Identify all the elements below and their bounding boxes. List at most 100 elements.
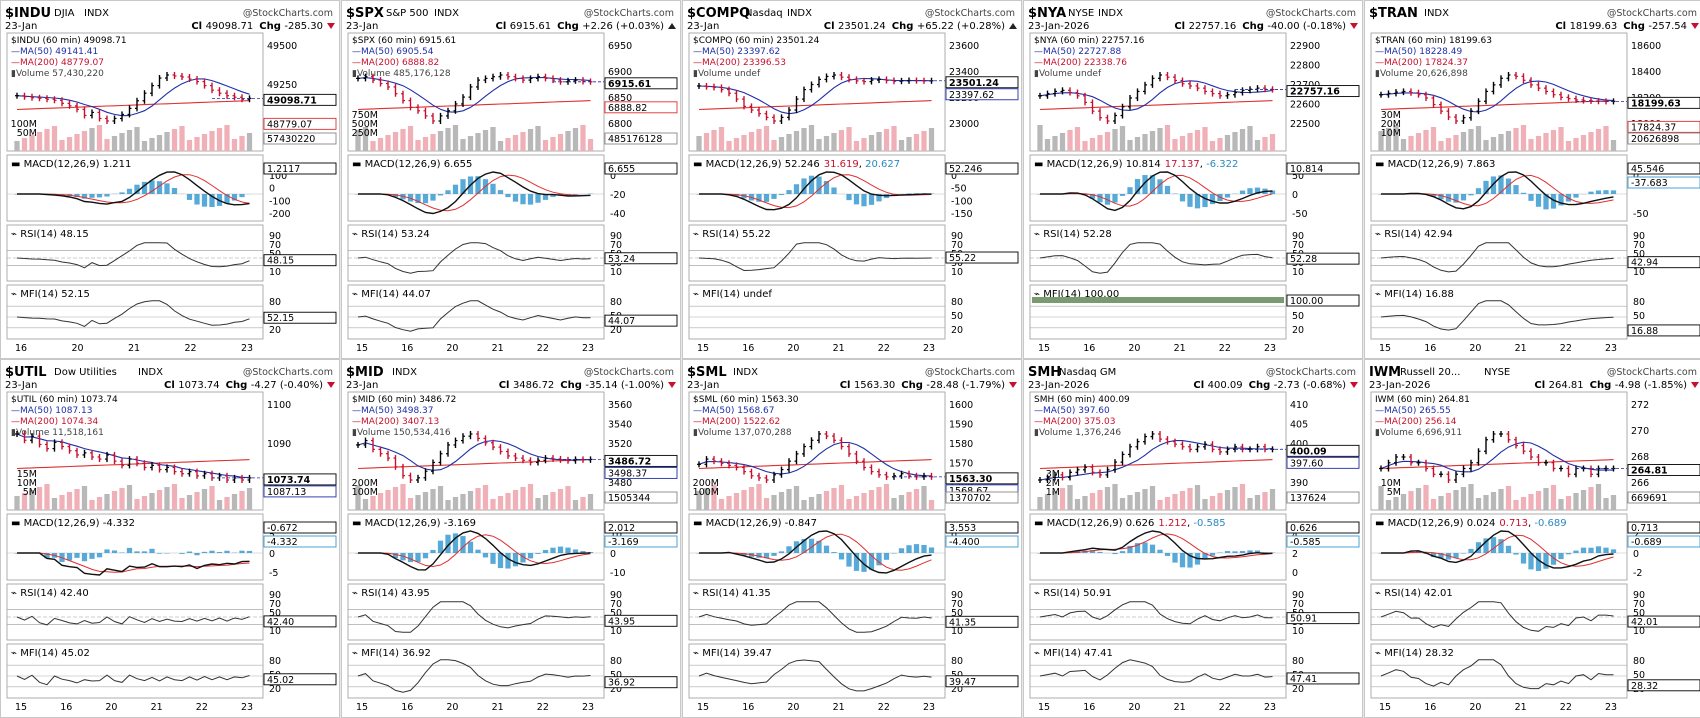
chart-panel-indu[interactable]: $INDU DJIA INDX @StockCharts.com 23-Jan Cl 49…	[0, 0, 340, 359]
volume-bar	[542, 495, 549, 510]
macd-tag: 2.012	[604, 521, 678, 534]
macd-tag: 52.246	[945, 162, 1019, 175]
chart-panel-smh[interactable]: SMH Nasdaq GM @StockCharts.com 23-Jan-2026 C…	[1023, 359, 1363, 718]
price-tick-label: 22900	[1290, 41, 1320, 52]
volume-bar	[126, 485, 133, 510]
macd-tick-label: 5	[269, 530, 275, 541]
rsi-label: ⌁ RSI(14) 42.94	[1375, 229, 1453, 240]
volume-bar	[1209, 496, 1216, 510]
macd-histogram-bar	[778, 194, 785, 196]
volume-bar	[36, 487, 43, 510]
rsi-tick-label: 70	[1633, 599, 1645, 610]
volume-bar	[89, 500, 95, 510]
chart-panel-sml[interactable]: $SML INDX @StockCharts.com 23-Jan Cl 1563.30…	[682, 359, 1022, 718]
volume-bar	[1528, 139, 1534, 151]
macd-line	[1381, 530, 1614, 569]
volume-bar	[1468, 484, 1474, 510]
volume-bar	[696, 136, 702, 151]
price-tick-label: 1090	[267, 439, 291, 450]
macd-tick-label: 100	[269, 171, 287, 182]
macd-histogram-bar	[490, 183, 496, 194]
macd-tick-label: 0	[610, 171, 616, 182]
volume-tick-label: 250M	[352, 128, 378, 139]
rsi-line	[16, 615, 250, 626]
chart-panel-spx[interactable]: $SPX S&P 500 INDX @StockCharts.com 23-Jan Cl …	[341, 0, 681, 359]
volume-bar	[771, 495, 777, 510]
volume-bar	[1037, 125, 1043, 151]
rsi-tick-label: 50	[1633, 608, 1645, 619]
volume-tick-label: 3M	[1046, 469, 1060, 480]
svg-text:-0.672: -0.672	[267, 523, 298, 534]
chart-panel-nya[interactable]: $NYA NYSE INDX @StockCharts.com 23-Jan-2026 C…	[1023, 0, 1363, 359]
macd-tick-label: 0	[1292, 568, 1298, 579]
volume-tick-label: 50M	[17, 128, 37, 139]
volume-bar	[1269, 134, 1276, 151]
volume-bar	[1187, 488, 1193, 510]
stockcharts-watermark: @StockCharts.com	[925, 8, 1015, 19]
date-label: 23-Jan	[5, 21, 37, 32]
macd-histogram-bar	[1513, 553, 1519, 555]
macd-signal-line	[1040, 533, 1273, 559]
exchange-label: INDX	[1424, 8, 1449, 19]
x-tick-label: 21	[1515, 343, 1527, 354]
volume-bar	[1475, 126, 1482, 151]
macd-frame	[347, 513, 605, 581]
volume-bar	[44, 129, 50, 151]
macd-tick-label: -5	[269, 568, 278, 579]
volume-bar	[490, 127, 496, 151]
macd-tick-label: 0	[610, 549, 616, 560]
change-value: -4.98 (-1.85%)	[1615, 380, 1687, 391]
volume-bar	[1430, 127, 1437, 151]
chart-panel-iwm[interactable]: IWM Russell 20... NYSE @StockCharts.com 23-J…	[1364, 359, 1700, 718]
chart-panel-tran[interactable]: $TRAN INDX @StockCharts.com Cl 18199.63 Chg …	[1364, 0, 1700, 359]
volume-bar	[1172, 139, 1178, 151]
svg-text:48.15: 48.15	[267, 256, 294, 267]
macd-histogram-bar	[141, 551, 148, 553]
volume-bar	[1179, 491, 1186, 510]
price-tick-label: 400	[1290, 439, 1308, 450]
volume-bar	[246, 488, 253, 510]
macd-tick-label: 0	[951, 530, 957, 541]
chart-panel-util[interactable]: $UTIL Dow Utilities INDX @StockCharts.com 23…	[0, 359, 340, 718]
macd-histogram-bar	[542, 549, 549, 553]
chart-label: $MID (60 min) 3486.72	[352, 395, 456, 405]
volume-bar	[542, 140, 549, 151]
macd-histogram-bar	[1490, 537, 1497, 553]
volume-bar	[1520, 125, 1527, 151]
chart-panel-mid[interactable]: $MID INDX @StockCharts.com 23-Jan Cl 3486.72…	[341, 359, 681, 718]
price-tick-label: 1580	[949, 439, 973, 450]
svg-text:55.22: 55.22	[949, 253, 976, 264]
macd-histogram-bar	[96, 194, 103, 198]
volume-bar	[1438, 141, 1444, 151]
x-tick-label: 16	[60, 702, 72, 713]
date-label: 23-Jan	[5, 380, 37, 391]
triangle-down-icon	[327, 23, 335, 29]
ma50-line	[16, 433, 250, 479]
x-tick-label: 20	[1128, 343, 1140, 354]
macd-histogram-bar	[1603, 547, 1609, 553]
macd-histogram-bar	[104, 549, 110, 553]
volume-bar	[216, 128, 223, 151]
macd-histogram-bar	[194, 194, 200, 205]
mfi-label: ⌁ MFI(14) 45.02	[11, 648, 90, 659]
rsi-frame	[1370, 224, 1628, 282]
volume-bar	[1142, 134, 1148, 151]
chart-panel-compq[interactable]: $COMPQ Nasdaq INDX @StockCharts.com 23-Jan Cl…	[682, 0, 1022, 359]
volume-bar	[913, 134, 920, 151]
volume-bar	[209, 486, 215, 510]
svg-text:137624: 137624	[1290, 493, 1326, 504]
volume-tick-label: 10M	[1381, 478, 1401, 489]
close-change-line: Cl 1563.30 Chg -28.48 (-1.79%)	[840, 380, 1005, 391]
mfi-line	[16, 300, 250, 327]
svg-text:41.35: 41.35	[949, 617, 976, 628]
volume-bar	[497, 496, 504, 510]
date-label: 23-Jan	[687, 380, 719, 391]
volume-bar	[808, 497, 815, 510]
volume-bar	[801, 128, 807, 151]
volume-bar	[891, 126, 897, 151]
volume-bar	[422, 492, 429, 510]
close-price-tag: 1073.74	[263, 473, 337, 486]
exchange-label: INDX	[138, 367, 163, 378]
macd-histogram-bar	[66, 553, 73, 561]
